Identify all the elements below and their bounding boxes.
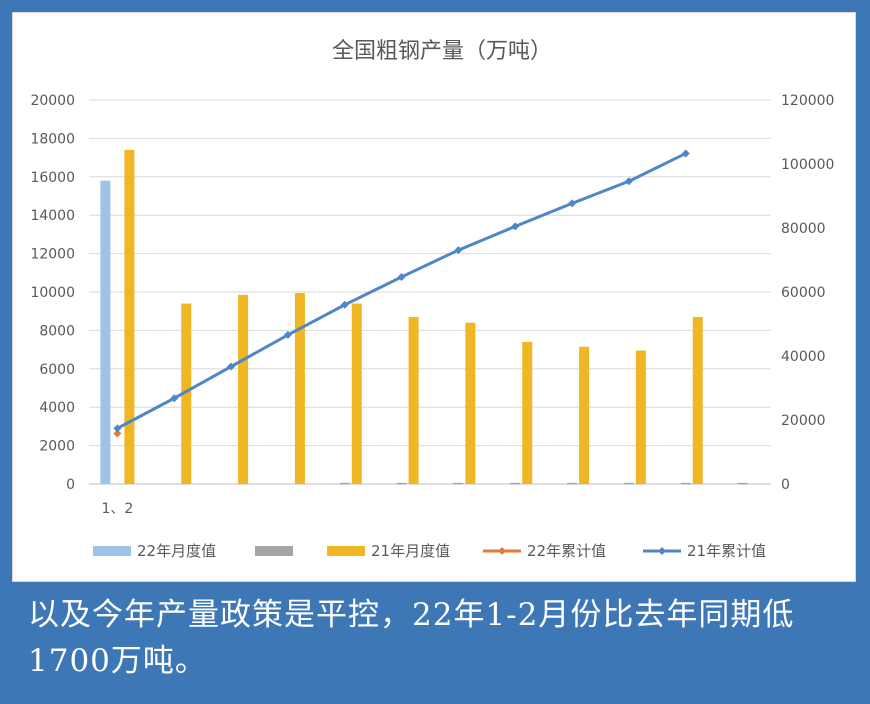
line-point: [227, 362, 236, 371]
legend-swatch: [93, 546, 131, 556]
right-axis-tick-label: 120000: [781, 93, 834, 109]
right-axis-tick-label: 100000: [781, 157, 834, 173]
caption-text: 以及今年产量政策是平控，22年1-2月份比去年同期低1700万吨。: [28, 597, 795, 679]
bar: [294, 292, 305, 484]
line-point: [113, 424, 122, 433]
bar: [635, 350, 646, 484]
chart-panel: 全国粗钢产量（万吨） 0 2000 4000 6000 8000 10000 12000 14…: [12, 12, 856, 582]
line-point: [568, 199, 577, 208]
left-axis-tick-label: 12000: [30, 247, 75, 263]
legend-label: 21年月度值: [371, 542, 450, 560]
right-axis-tick-label: 0: [781, 477, 790, 493]
left-axis-tick-label: 8000: [39, 323, 75, 339]
left-axis-tick-label: 6000: [39, 362, 75, 378]
left-axis-tick-label: 18000: [30, 131, 75, 147]
line-point: [454, 246, 463, 255]
left-axis-tick-label: 10000: [30, 285, 75, 301]
left-axis-tick-label: 4000: [39, 400, 75, 416]
line-point: [624, 177, 633, 186]
bar: [100, 180, 111, 484]
line-point: [170, 394, 179, 403]
bar: [522, 341, 533, 484]
line-point: [511, 222, 520, 231]
legend-swatch: [327, 546, 365, 556]
line-point: [397, 272, 406, 281]
legend-marker: [498, 547, 506, 555]
legend-swatch: [255, 546, 293, 556]
left-axis-tick-label: 16000: [30, 170, 75, 186]
left-axis-tick-label: 2000: [39, 439, 75, 455]
line-point: [283, 330, 292, 339]
bar: [680, 482, 691, 485]
bar: [124, 149, 135, 485]
bar: [351, 303, 362, 484]
legend-marker: [658, 547, 666, 555]
bar: [181, 303, 192, 484]
bar: [623, 482, 634, 485]
category-label: 1、2: [102, 501, 134, 517]
series-line: [116, 152, 687, 430]
legend-label: 22年月度值: [137, 542, 216, 560]
bar: [737, 482, 748, 485]
bar: [567, 482, 578, 485]
right-axis-tick-label: 80000: [781, 221, 826, 237]
bar: [510, 482, 521, 485]
legend-label: 21年累计值: [687, 542, 766, 560]
bar: [408, 316, 419, 484]
right-axis-tick-label: 20000: [781, 413, 826, 429]
bar: [692, 316, 703, 484]
right-axis-tick-label: 40000: [781, 349, 826, 365]
left-axis-tick-label: 0: [66, 477, 75, 493]
legend-label: 22年累计值: [527, 542, 606, 560]
chart-title: 全国粗钢产量（万吨）: [332, 39, 552, 64]
line-point: [340, 300, 349, 309]
right-axis-tick-label: 60000: [781, 285, 826, 301]
left-axis-tick-label: 14000: [30, 208, 75, 224]
left-axis-tick-label: 20000: [30, 93, 75, 109]
bar: [579, 346, 590, 484]
chart-svg: 全国粗钢产量（万吨） 0 2000 4000 6000 8000 10000 12000 14…: [30, 39, 834, 560]
bar: [453, 482, 464, 485]
bar: [396, 482, 407, 485]
bar: [339, 482, 350, 485]
line-point: [681, 149, 690, 158]
bar: [465, 322, 476, 484]
line-point: [113, 429, 122, 438]
bar: [238, 294, 249, 484]
